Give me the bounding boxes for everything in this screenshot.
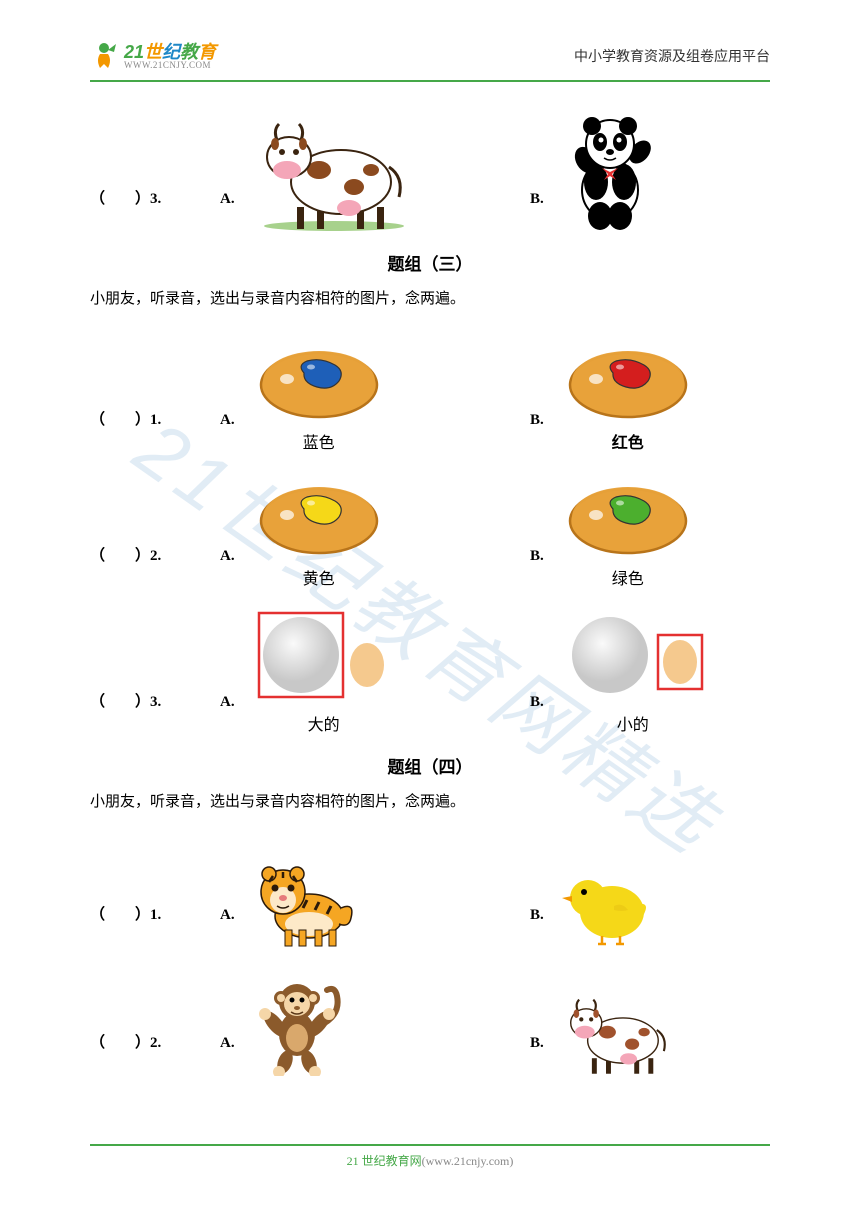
option-a: A. (220, 976, 530, 1076)
logo: 21世纪教育 WWW.21CNJY.COM (90, 40, 216, 72)
option-letter: A. (220, 191, 235, 232)
option-b: B. 绿色 (530, 471, 750, 589)
logo-icon (90, 40, 118, 72)
section-title: 题组（三） (90, 250, 770, 275)
footer-url: (www.21cnjy.com) (422, 1154, 514, 1168)
image-caption: 大的 (308, 711, 340, 735)
option-a: A. (220, 858, 530, 948)
option-b: B. 红色 (530, 335, 750, 453)
option-letter: B. (530, 412, 544, 453)
panda-image (558, 112, 663, 232)
logo-char: 纪 (162, 42, 180, 62)
option-letter: A. (220, 412, 235, 453)
question-number: （ ）1. (90, 408, 220, 453)
question-number: （ ）3. (90, 690, 220, 735)
option-a: A. (220, 112, 530, 232)
logo-char: 21 (124, 42, 144, 62)
question-number: （ ）3. (90, 187, 220, 232)
option-letter: B. (530, 548, 544, 589)
option-letter: B. (530, 694, 544, 735)
section-instruction: 小朋友，听录音，选出与录音内容相符的图片，念两遍。 (90, 790, 770, 814)
option-a: A. 蓝色 (220, 335, 530, 453)
option-b: B. (530, 991, 750, 1076)
option-image: 红色 (558, 335, 698, 453)
option-letter: B. (530, 191, 544, 232)
logo-url: WWW.21CNJY.COM (124, 61, 216, 70)
question-number: （ ）1. (90, 903, 220, 948)
option-letter: A. (220, 1035, 235, 1076)
option-image: 小的 (558, 607, 708, 735)
option-image: 绿色 (558, 471, 698, 589)
page-header: 21世纪教育 WWW.21CNJY.COM 中小学教育资源及组卷应用平台 (90, 40, 770, 82)
image-caption: 小的 (617, 711, 649, 735)
question-row: （ ）3. A. B. (90, 112, 770, 232)
logo-char: 教 (180, 42, 198, 62)
option-b: B. (530, 868, 750, 948)
option-letter: A. (220, 694, 235, 735)
image-caption: 黄色 (303, 565, 335, 589)
option-image (249, 976, 344, 1076)
option-image (558, 991, 678, 1076)
cow-image (249, 112, 419, 232)
option-letter: A. (220, 548, 235, 589)
logo-char: 育 (198, 42, 216, 62)
page-footer: 21 世纪教育网(www.21cnjy.com) (90, 1144, 770, 1170)
question-row: （ ）3. A. 大的 B. 小的 (90, 607, 770, 735)
option-letter: B. (530, 907, 544, 948)
question-row: （ ）1. A. 蓝色 B. 红色 (90, 335, 770, 453)
question-row: （ ）1. A. B. (90, 838, 770, 948)
section-instruction: 小朋友，听录音，选出与录音内容相符的图片，念两遍。 (90, 287, 770, 311)
section-title: 题组（四） (90, 753, 770, 778)
question-number: （ ）2. (90, 544, 220, 589)
option-image: 黄色 (249, 471, 389, 589)
question-row: （ ）2. A. B. (90, 966, 770, 1076)
option-image: 蓝色 (249, 335, 389, 453)
option-letter: B. (530, 1035, 544, 1076)
image-caption: 绿色 (612, 565, 644, 589)
option-image (249, 858, 359, 948)
image-caption: 红色 (612, 429, 644, 453)
option-image (558, 868, 658, 948)
page-content: （ ）3. A. B. (90, 112, 770, 1076)
logo-text: 21世纪教育 WWW.21CNJY.COM (124, 43, 216, 70)
question-number: （ ）2. (90, 1031, 220, 1076)
question-row: （ ）2. A. 黄色 B. 绿色 (90, 471, 770, 589)
option-b: B. (530, 112, 750, 232)
option-b: B. 小的 (530, 607, 750, 735)
option-letter: A. (220, 907, 235, 948)
footer-brand: 21 世纪教育网 (347, 1154, 422, 1168)
option-image: 大的 (249, 607, 399, 735)
logo-char: 世 (144, 42, 162, 62)
option-a: A. 黄色 (220, 471, 530, 589)
option-a: A. 大的 (220, 607, 530, 735)
image-caption: 蓝色 (303, 429, 335, 453)
header-subtitle: 中小学教育资源及组卷应用平台 (574, 46, 770, 66)
